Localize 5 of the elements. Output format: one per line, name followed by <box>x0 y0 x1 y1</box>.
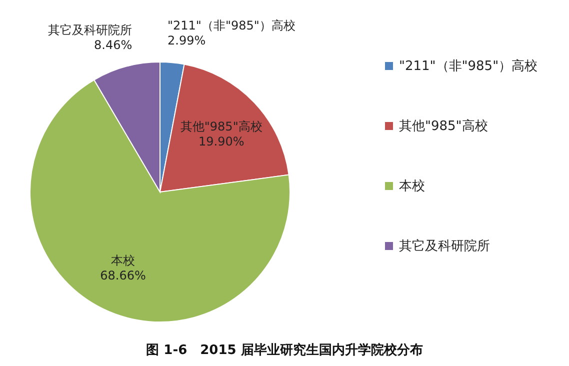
text: 图 1-6 2015 届毕业研究生国内升学院校分布 <box>146 342 423 358</box>
legend-label: 其他"985"高校 <box>399 118 488 134</box>
legend-label: 本校 <box>399 179 425 194</box>
legend-label: 其它及科研院所 <box>399 238 490 254</box>
legend-label: "211"（非"985"）高校 <box>399 58 538 74</box>
